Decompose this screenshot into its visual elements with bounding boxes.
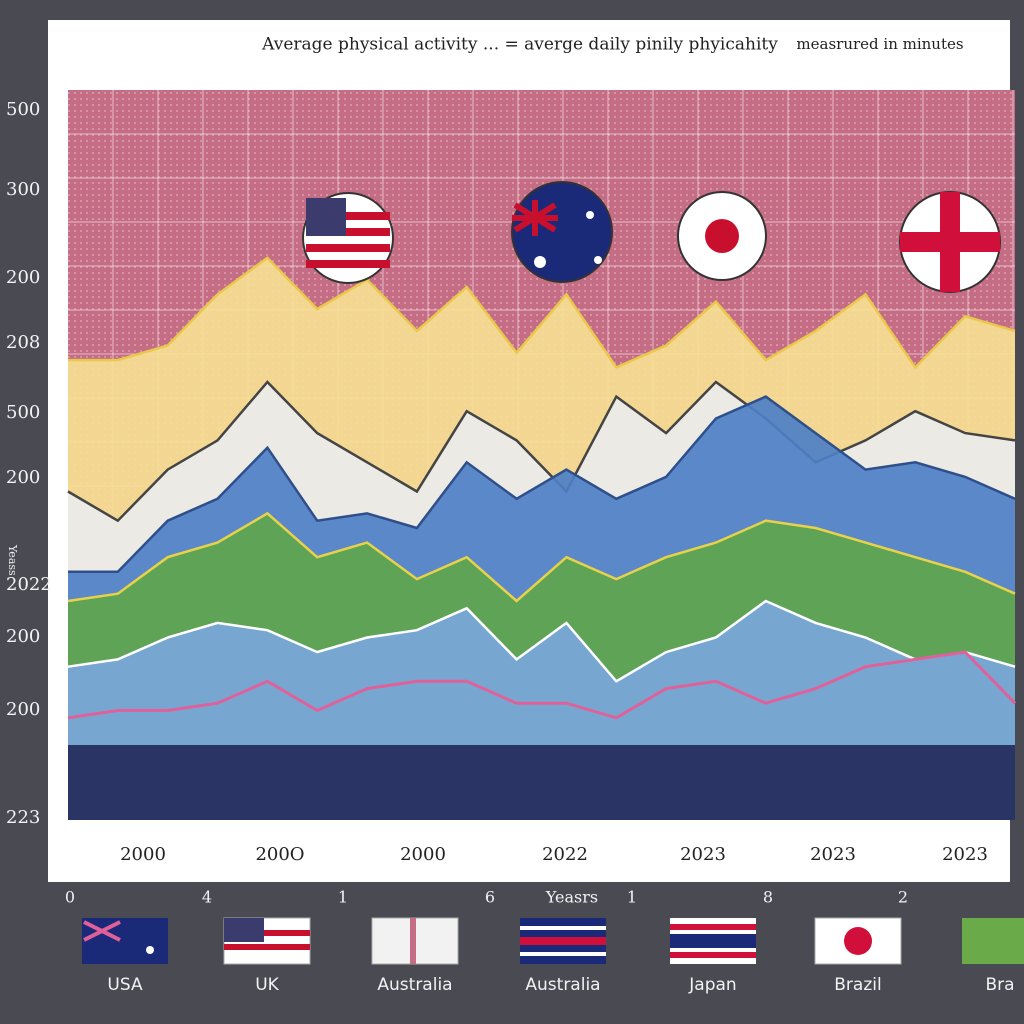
x-axis-text: 2000 <box>400 844 446 865</box>
x-axis-text: 200O <box>255 844 304 865</box>
y-axis-text: 500 <box>6 99 40 120</box>
legend-label: USA <box>107 975 143 995</box>
area-line <box>67 511 1016 603</box>
area-line <box>68 395 1016 574</box>
x-axis-text: 2022 <box>542 844 588 865</box>
chart-subtitle: measrured in minutes <box>796 35 963 53</box>
y-axis-text: 300 <box>6 179 40 200</box>
x-axis-text: 2023 <box>810 844 856 865</box>
line <box>67 650 1017 720</box>
y-axis-label: Yeass <box>6 544 19 576</box>
bottom-text: Yeasrs <box>545 888 598 907</box>
y-axis-text: 208 <box>6 332 40 353</box>
y-axis-text: 200 <box>6 467 40 488</box>
legend-label: Brazil <box>834 975 881 995</box>
areas <box>67 256 1016 820</box>
area-line <box>68 256 1016 370</box>
legend-label: UK <box>255 975 279 995</box>
bottom-text: 2 <box>898 888 908 907</box>
bottom-text: 1 <box>627 888 637 907</box>
flag-japan-bubble <box>677 191 767 281</box>
bottom-text: 1 <box>338 888 348 907</box>
bottom-text: 4 <box>202 888 212 907</box>
legend-label: Australia <box>525 975 600 995</box>
lines <box>67 650 1017 720</box>
y-axis-text: 2022 <box>6 574 52 595</box>
bottom-text: 6 <box>485 888 495 907</box>
y-axis-text: 200 <box>6 699 40 720</box>
flag-england-bubble <box>899 191 1001 293</box>
bottom-text: 8 <box>763 888 773 907</box>
area-line <box>67 380 1016 523</box>
x-axis-text: 2023 <box>942 844 988 865</box>
legend-flags <box>82 917 1024 965</box>
x-axis-text: 2023 <box>680 844 726 865</box>
legend-label: Japan <box>688 975 736 995</box>
flag-usa-bubble <box>302 192 394 284</box>
y-axis-text: 223 <box>6 807 40 828</box>
y-axis-text: 200 <box>6 626 40 647</box>
y-axis-text: 500 <box>6 402 40 423</box>
legend-label: Australia <box>377 975 452 995</box>
area-line <box>67 599 1016 683</box>
chart-title: Average physical activity ... = averge d… <box>261 35 778 55</box>
flag-australia-bubble <box>511 181 613 283</box>
legend-label: Bra <box>985 975 1014 995</box>
bottom-text: 0 <box>65 888 75 907</box>
x-axis-text: 2000 <box>120 844 166 865</box>
base-band <box>68 745 1015 820</box>
y-axis-text: 200 <box>6 267 40 288</box>
